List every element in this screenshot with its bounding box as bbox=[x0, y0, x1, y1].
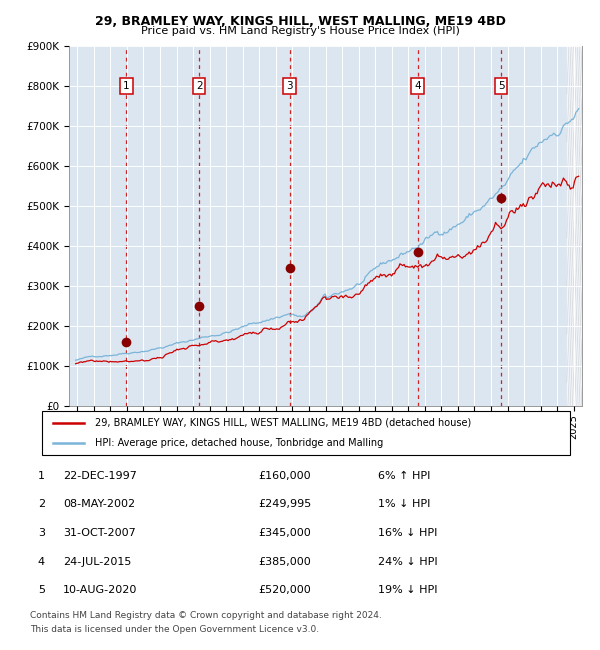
Text: £345,000: £345,000 bbox=[258, 528, 311, 538]
Text: 19% ↓ HPI: 19% ↓ HPI bbox=[378, 585, 437, 595]
Text: 29, BRAMLEY WAY, KINGS HILL, WEST MALLING, ME19 4BD: 29, BRAMLEY WAY, KINGS HILL, WEST MALLIN… bbox=[95, 15, 505, 28]
FancyBboxPatch shape bbox=[42, 411, 570, 455]
Text: 22-DEC-1997: 22-DEC-1997 bbox=[63, 471, 137, 481]
Text: This data is licensed under the Open Government Licence v3.0.: This data is licensed under the Open Gov… bbox=[30, 625, 319, 634]
Text: £520,000: £520,000 bbox=[258, 585, 311, 595]
Text: 1: 1 bbox=[123, 81, 130, 90]
Text: 29, BRAMLEY WAY, KINGS HILL, WEST MALLING, ME19 4BD (detached house): 29, BRAMLEY WAY, KINGS HILL, WEST MALLIN… bbox=[95, 418, 471, 428]
Bar bbox=[567, 46, 582, 406]
Text: 31-OCT-2007: 31-OCT-2007 bbox=[63, 528, 136, 538]
Text: 4: 4 bbox=[38, 556, 45, 567]
Text: 1% ↓ HPI: 1% ↓ HPI bbox=[378, 499, 430, 510]
Text: 16% ↓ HPI: 16% ↓ HPI bbox=[378, 528, 437, 538]
Text: 08-MAY-2002: 08-MAY-2002 bbox=[63, 499, 135, 510]
Text: £385,000: £385,000 bbox=[258, 556, 311, 567]
Text: 6% ↑ HPI: 6% ↑ HPI bbox=[378, 471, 430, 481]
Text: 4: 4 bbox=[414, 81, 421, 90]
Text: 3: 3 bbox=[286, 81, 293, 90]
Text: 10-AUG-2020: 10-AUG-2020 bbox=[63, 585, 137, 595]
Text: 2: 2 bbox=[38, 499, 45, 510]
Text: 2: 2 bbox=[196, 81, 202, 90]
Text: 24% ↓ HPI: 24% ↓ HPI bbox=[378, 556, 437, 567]
Text: 1: 1 bbox=[38, 471, 45, 481]
Text: 5: 5 bbox=[38, 585, 45, 595]
Text: Price paid vs. HM Land Registry's House Price Index (HPI): Price paid vs. HM Land Registry's House … bbox=[140, 26, 460, 36]
Text: 24-JUL-2015: 24-JUL-2015 bbox=[63, 556, 131, 567]
Text: £160,000: £160,000 bbox=[258, 471, 311, 481]
Text: 3: 3 bbox=[38, 528, 45, 538]
Text: £249,995: £249,995 bbox=[258, 499, 311, 510]
Text: HPI: Average price, detached house, Tonbridge and Malling: HPI: Average price, detached house, Tonb… bbox=[95, 438, 383, 448]
Text: Contains HM Land Registry data © Crown copyright and database right 2024.: Contains HM Land Registry data © Crown c… bbox=[30, 611, 382, 620]
Text: 5: 5 bbox=[498, 81, 505, 90]
